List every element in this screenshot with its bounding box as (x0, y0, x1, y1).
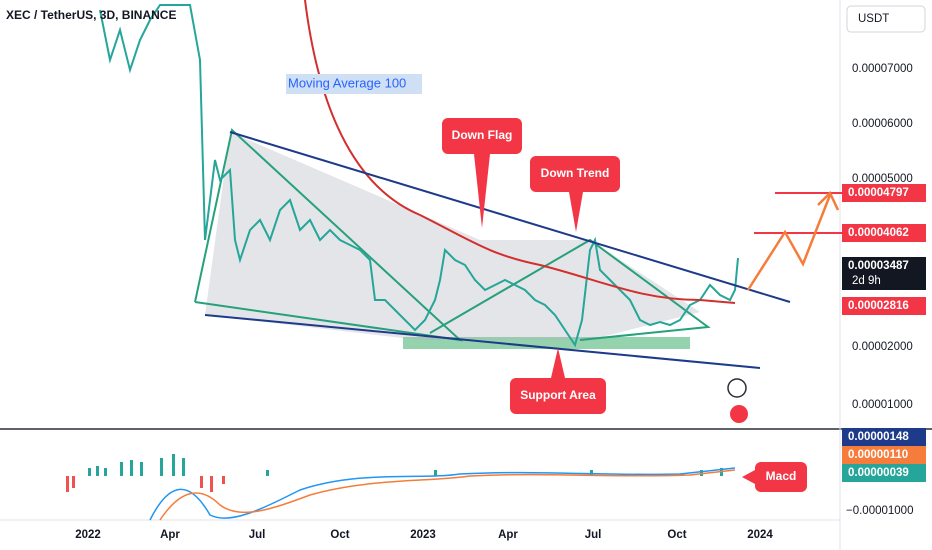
callout (442, 118, 522, 154)
callout (530, 156, 620, 192)
icon[interactable] (730, 405, 748, 423)
price-tick-label: 0.00005000 (852, 173, 913, 185)
macd-histogram-neg (66, 476, 225, 492)
callout-text: Support Area (520, 388, 596, 402)
moving-average (304, 0, 736, 304)
trend-line (204, 314, 761, 369)
macd-tag (842, 464, 926, 482)
time-tick-label: Jul (249, 529, 266, 541)
price-series (99, 4, 739, 348)
callout-pointer (551, 348, 565, 378)
signal-line (159, 469, 736, 521)
callout (510, 378, 606, 414)
time-tick-label: Apr (160, 529, 180, 541)
price-tag (842, 297, 926, 315)
time-tick-label: Oct (667, 529, 686, 541)
time-tick-label: 2023 (410, 529, 436, 541)
triangle (194, 128, 464, 342)
macd-tag (842, 428, 926, 446)
price-tick-label: 0.00002000 (852, 341, 913, 353)
price-tag-text: 0.00002816 (848, 300, 909, 312)
callout-pointer (569, 192, 583, 232)
time-tick-label: Jul (585, 529, 602, 541)
ma-label: Moving Average 100 (288, 75, 406, 90)
price-tag-text: 0.00004797 (848, 187, 909, 199)
callout (755, 462, 807, 492)
trend-line (229, 131, 791, 303)
callout-text: Down Trend (541, 166, 610, 180)
callout-pointer (742, 470, 755, 484)
triangle (429, 238, 711, 341)
time-tick-label: Oct (330, 529, 349, 541)
macd-tag-text: 0.00000039 (848, 467, 909, 479)
projection-arrow (746, 194, 832, 291)
callout-pointer (474, 154, 490, 228)
time-tick-label: 2022 (75, 529, 101, 541)
pattern-shade (205, 132, 700, 340)
macd-tag (842, 446, 926, 464)
time-tick-label: Apr (498, 529, 518, 541)
price-tick-label: 0.00006000 (852, 118, 913, 130)
price-tick-label: 0.00007000 (852, 63, 913, 75)
macd-tag-text: 0.00000148 (848, 431, 909, 443)
arrow-head (817, 190, 840, 211)
price-tick-label: 0.00001000 (852, 399, 913, 411)
currency-button[interactable] (846, 5, 926, 33)
time-tick-label: 2024 (747, 529, 773, 541)
macd-line (149, 467, 736, 521)
icon[interactable] (727, 378, 747, 398)
price-tag (842, 184, 926, 202)
ma-label-box (286, 74, 422, 94)
currency-label[interactable]: USDT (858, 13, 889, 25)
price-tag (842, 224, 926, 242)
symbol-title: XEC / TetherUS, 3D, BINANCE (6, 8, 176, 22)
macd-tick-label: −0.00001000 (846, 505, 913, 517)
price-tag (842, 257, 926, 290)
countdown: 2d 9h (852, 275, 881, 287)
price-tag-text: 0.00004062 (848, 227, 909, 239)
callout-text: Down Flag (452, 128, 513, 142)
callout-text: Macd (766, 469, 797, 483)
macd-tag-text: 0.00000110 (848, 449, 908, 461)
time-axis: 2022 Apr Jul Oct 2023 Apr Jul Oct 2024 (75, 529, 773, 541)
price-tag-text: 0.00003487 (848, 260, 909, 272)
